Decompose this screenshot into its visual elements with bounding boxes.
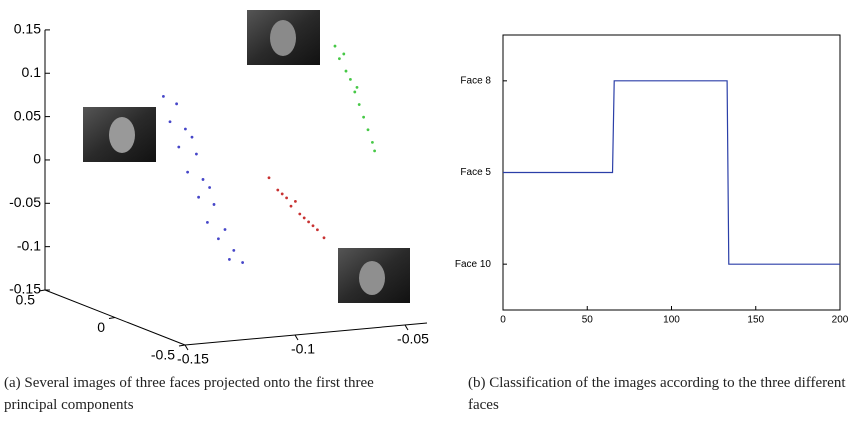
point bbox=[289, 204, 293, 208]
y-tick bbox=[178, 344, 186, 347]
line-chart: 0 50 100 150 200 Face 10 Face 5 Face 8 bbox=[455, 34, 849, 326]
figure: 0 50 100 150 200 Face 10 Face 5 Face 8 -0.15 -0.1… bbox=[9, 10, 849, 365]
line bbox=[503, 80, 840, 265]
point bbox=[338, 57, 341, 61]
z-tick-label: -0.05 bbox=[9, 194, 41, 210]
point bbox=[307, 220, 310, 224]
point bbox=[168, 120, 172, 124]
point bbox=[217, 237, 220, 241]
z-tick-label: 0.15 bbox=[14, 21, 41, 37]
point bbox=[190, 135, 194, 139]
x-tick-label: 50 bbox=[582, 315, 594, 326]
point bbox=[206, 221, 209, 224]
point bbox=[333, 44, 337, 48]
y-tick-label: 0 bbox=[97, 319, 105, 335]
point bbox=[366, 128, 370, 132]
point bbox=[362, 115, 365, 119]
point bbox=[357, 103, 361, 106]
x-tick-label: 150 bbox=[747, 315, 764, 326]
y-tick-label: 0.5 bbox=[16, 292, 36, 308]
point bbox=[184, 127, 187, 131]
point bbox=[208, 186, 212, 189]
point bbox=[373, 149, 376, 153]
point bbox=[197, 195, 201, 199]
z-tick-label: 0.05 bbox=[14, 107, 41, 123]
point bbox=[186, 170, 190, 174]
x-tick bbox=[294, 334, 299, 341]
point bbox=[353, 90, 357, 94]
point bbox=[344, 69, 348, 73]
point bbox=[223, 228, 227, 231]
x-tick-label: 200 bbox=[832, 315, 849, 326]
point bbox=[311, 224, 315, 228]
point bbox=[302, 216, 306, 220]
x-tick bbox=[404, 324, 409, 331]
point bbox=[298, 212, 302, 216]
point bbox=[201, 178, 205, 181]
x-tick-label: 100 bbox=[663, 315, 680, 326]
point bbox=[276, 188, 280, 192]
x-tick bbox=[184, 344, 189, 351]
face-image bbox=[109, 117, 135, 153]
x-axis bbox=[184, 322, 428, 346]
caption: (a) Several images of three faces projec… bbox=[4, 375, 374, 413]
point bbox=[316, 228, 319, 232]
point bbox=[285, 196, 288, 200]
z-tick-label: 0.1 bbox=[22, 64, 42, 80]
y-tick-label: Face 8 bbox=[460, 75, 491, 86]
caption: (b) Classification of the images accordi… bbox=[468, 375, 846, 413]
x-tick-label: -0.1 bbox=[291, 341, 315, 357]
point bbox=[175, 102, 179, 106]
y-tick-label: -0.5 bbox=[151, 347, 175, 363]
point bbox=[371, 140, 374, 144]
point bbox=[228, 258, 231, 261]
point bbox=[195, 152, 198, 156]
y-tick-label: Face 10 bbox=[455, 259, 492, 270]
face-image bbox=[359, 261, 385, 295]
point bbox=[355, 86, 359, 89]
point bbox=[342, 52, 346, 56]
point bbox=[177, 145, 181, 149]
y-tick bbox=[38, 289, 46, 292]
z-tick-label: 0 bbox=[33, 151, 41, 167]
z-tick-label: -0.1 bbox=[17, 237, 41, 253]
y-tick bbox=[108, 317, 116, 319]
z-tick-label: -0.15 bbox=[9, 281, 41, 297]
point bbox=[349, 77, 352, 81]
point bbox=[322, 236, 326, 240]
x-tick-label: 0 bbox=[500, 315, 506, 326]
scatter3d-chart: -0.15-0.1-0.05-0.500.5-0.15-0.1-0.0500.0… bbox=[9, 21, 429, 365]
point bbox=[294, 199, 297, 203]
face-image bbox=[270, 20, 296, 56]
x-tick-label: -0.05 bbox=[397, 331, 429, 347]
point bbox=[280, 192, 284, 196]
point bbox=[241, 261, 245, 264]
y-tick-label: Face 5 bbox=[460, 167, 491, 178]
x-tick-label: -0.15 bbox=[177, 351, 209, 365]
face-thumbnails bbox=[83, 10, 410, 303]
point bbox=[267, 176, 271, 180]
point bbox=[162, 94, 165, 98]
point bbox=[232, 248, 236, 252]
point bbox=[212, 203, 216, 206]
